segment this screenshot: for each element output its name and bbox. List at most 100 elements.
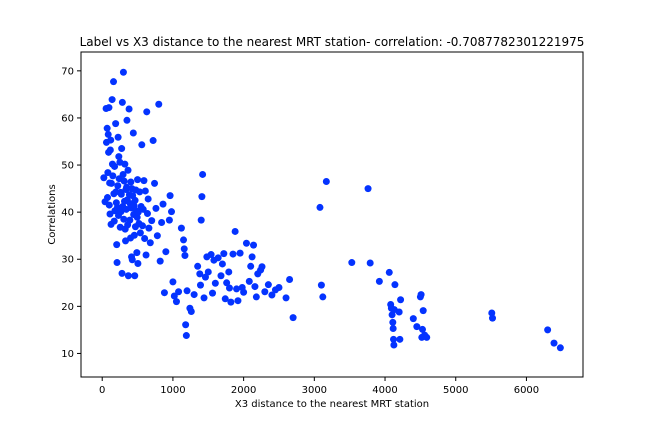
data-point	[128, 256, 136, 264]
y-tick-label: 70	[61, 66, 74, 77]
data-point	[181, 251, 189, 259]
data-point	[107, 179, 115, 187]
data-point	[133, 249, 141, 257]
data-point	[196, 281, 204, 289]
data-point	[105, 104, 113, 112]
data-point	[139, 205, 147, 213]
data-point	[423, 333, 431, 341]
data-point	[233, 285, 241, 293]
data-point	[316, 203, 324, 211]
data-point	[319, 293, 327, 301]
data-point	[112, 120, 120, 128]
data-point	[169, 278, 177, 286]
data-point	[115, 153, 123, 161]
data-point	[200, 294, 208, 302]
data-point	[201, 273, 209, 281]
data-point	[136, 188, 144, 196]
data-point	[159, 200, 167, 208]
data-point	[134, 259, 142, 267]
data-point	[289, 314, 297, 322]
data-point	[124, 166, 132, 174]
data-point	[396, 335, 404, 343]
data-point	[111, 162, 119, 170]
data-point	[417, 291, 425, 299]
data-point	[419, 307, 427, 315]
data-point	[488, 309, 496, 317]
data-point	[177, 224, 185, 232]
data-point	[180, 236, 188, 244]
data-point	[138, 141, 146, 149]
data-point	[119, 170, 127, 178]
data-point	[140, 177, 148, 185]
data-point	[390, 341, 398, 349]
data-point	[214, 254, 222, 262]
data-point	[158, 219, 166, 227]
data-point	[275, 284, 283, 292]
data-point	[198, 193, 206, 201]
data-point	[409, 315, 417, 323]
data-point	[395, 308, 403, 316]
data-point	[322, 178, 330, 186]
data-point	[117, 190, 125, 198]
data-point	[172, 298, 180, 306]
data-point	[556, 344, 564, 352]
data-point	[264, 281, 272, 289]
y-tick-label: 30	[61, 255, 74, 266]
data-point	[131, 272, 139, 280]
data-point	[106, 210, 114, 218]
data-point	[123, 116, 131, 124]
plot-frame	[80, 51, 584, 378]
x-axis-title: X3 distance to the nearest MRT station	[235, 399, 429, 410]
data-point	[209, 289, 217, 297]
data-point	[166, 192, 174, 200]
data-point	[397, 296, 405, 304]
x-tick-label: 1000	[160, 385, 185, 396]
data-point	[120, 177, 128, 185]
data-point	[126, 216, 134, 224]
data-point	[227, 298, 235, 306]
data-point	[286, 276, 294, 283]
data-point	[183, 287, 191, 295]
data-point	[242, 239, 250, 247]
data-point	[120, 215, 128, 223]
x-tick-label: 3000	[302, 385, 327, 396]
x-axis: 0 1000 2000 3000 4000 5000 6000	[99, 377, 539, 396]
data-point	[190, 291, 198, 299]
data-point	[170, 292, 178, 300]
data-point	[489, 314, 496, 322]
data-point	[142, 251, 150, 259]
data-point	[236, 249, 244, 257]
x-tick-label: 0	[99, 385, 105, 396]
data-point	[419, 325, 426, 333]
data-point	[145, 224, 153, 232]
data-point	[240, 288, 248, 296]
data-point	[152, 204, 160, 212]
data-point	[105, 201, 113, 209]
x-tick-label: 4000	[372, 385, 397, 396]
y-tick-label: 50	[61, 161, 74, 172]
data-point	[234, 297, 242, 305]
data-point	[113, 259, 121, 267]
data-point	[217, 272, 225, 280]
data-point	[199, 170, 207, 178]
data-point	[391, 281, 399, 289]
data-point	[225, 284, 233, 292]
data-point	[207, 251, 215, 259]
data-point	[144, 195, 152, 203]
data-point	[258, 263, 266, 271]
data-point	[261, 288, 269, 296]
data-point	[151, 179, 159, 187]
x-tick-label: 2000	[231, 385, 256, 396]
data-point	[109, 172, 117, 180]
data-point	[146, 239, 154, 247]
data-point	[194, 262, 202, 270]
data-point	[375, 277, 383, 285]
data-point	[251, 283, 259, 291]
data-point	[130, 231, 138, 239]
data-point	[129, 129, 137, 137]
data-point	[317, 281, 325, 289]
data-point	[218, 260, 226, 268]
data-point	[550, 339, 558, 347]
data-point	[250, 241, 258, 249]
data-point	[252, 293, 260, 301]
